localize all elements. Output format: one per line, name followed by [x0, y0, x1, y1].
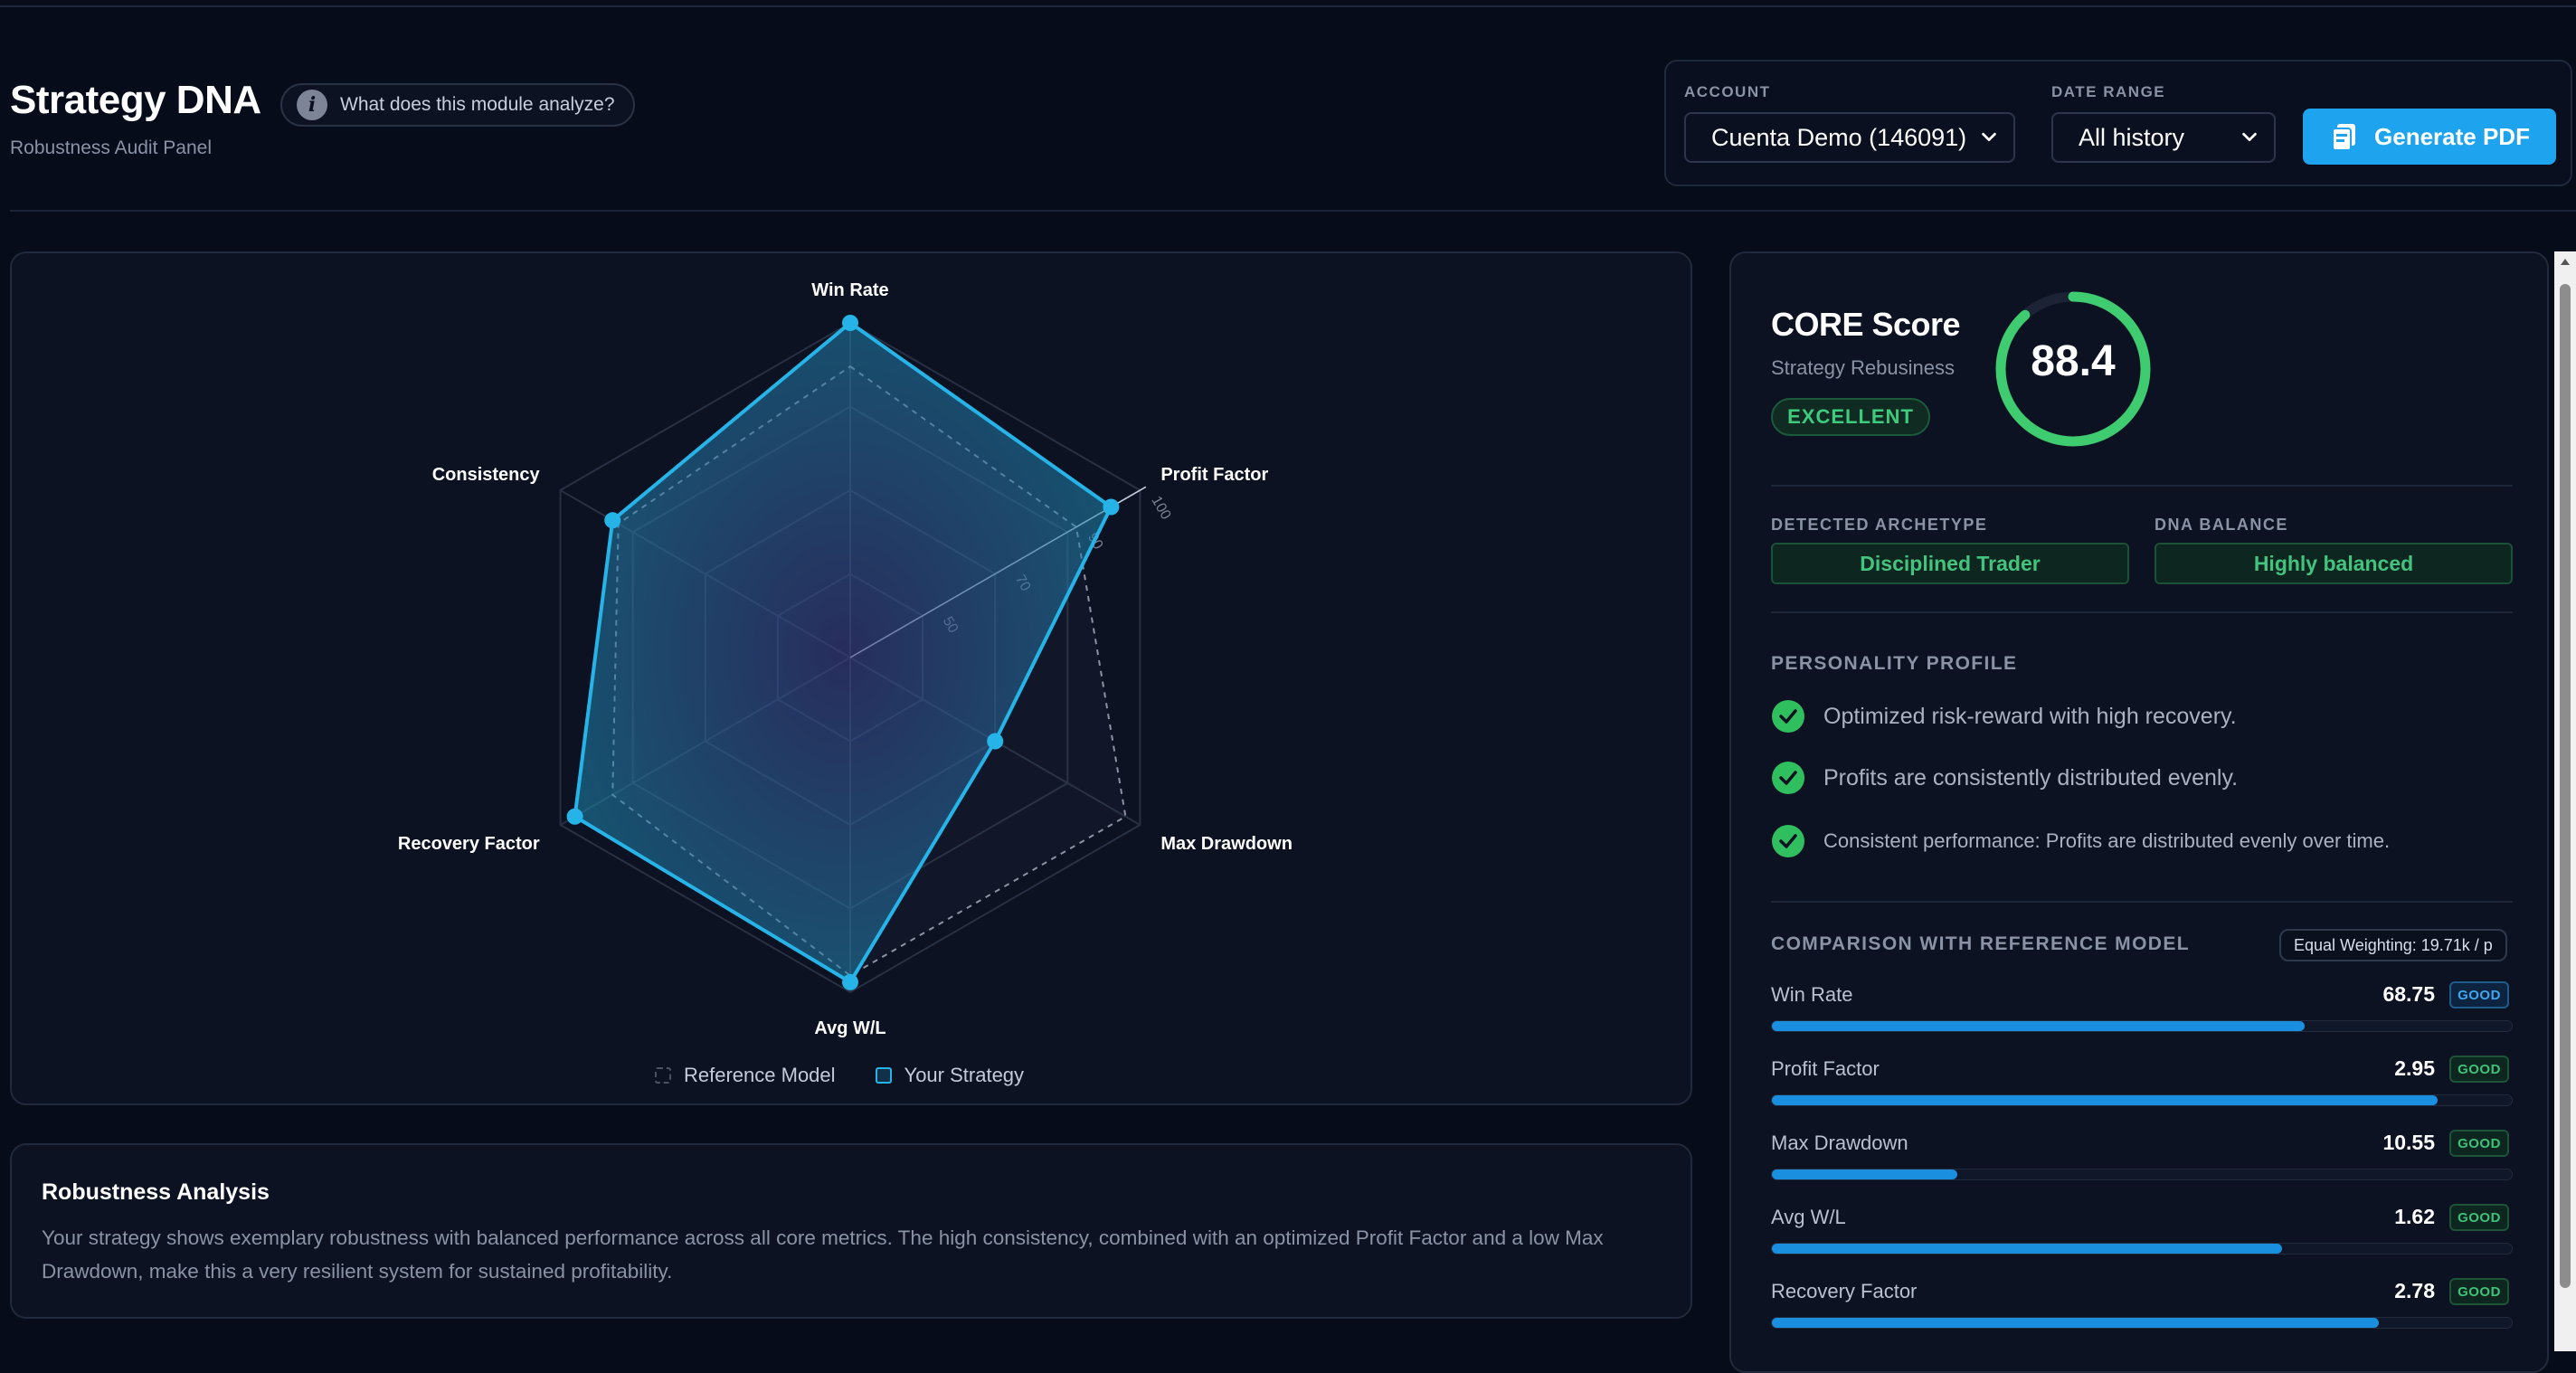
legend-label-reference: Reference Model	[684, 1064, 836, 1086]
metric-bar-fill	[1772, 1244, 2283, 1254]
strategy-point	[842, 973, 858, 990]
info-button-label: What does this module analyze?	[340, 94, 615, 115]
personality-profile-title: PERSONALITY PROFILE	[1771, 653, 2018, 674]
metric-bar	[1771, 1020, 2513, 1032]
radar-axis-label: Profit Factor	[1160, 465, 1268, 485]
metric-label: Win Rate	[1771, 983, 1853, 1006]
weighting-pill[interactable]: Equal Weighting: 19.71k / p	[2279, 929, 2507, 961]
archetype-value: Disciplined Trader	[1771, 543, 2129, 584]
metric-status-badge: GOOD	[2449, 1056, 2509, 1083]
radar-axis-label: Win Rate	[811, 280, 888, 300]
score-rating-badge: EXCELLENT	[1771, 398, 1930, 436]
radar-tick-label: 100	[1148, 494, 1173, 523]
date-range-select-value: All history	[2079, 123, 2185, 151]
divider	[1771, 901, 2513, 903]
metric-bar-fill	[1772, 1095, 2439, 1105]
page-subtitle: Robustness Audit Panel	[10, 137, 212, 158]
date-range-select[interactable]: All history	[2051, 112, 2276, 163]
radar-axis-label: Recovery Factor	[398, 834, 540, 854]
score-gauge	[1995, 291, 2151, 447]
radar-axis-label: Avg W/L	[814, 1018, 886, 1038]
metric-label: Recovery Factor	[1771, 1280, 1918, 1302]
metric-bar	[1771, 1317, 2513, 1329]
scrollbar[interactable]	[2554, 251, 2576, 1351]
metric-bar-fill	[1772, 1318, 2379, 1328]
legend-label-strategy: Your Strategy	[904, 1064, 1025, 1086]
chevron-down-icon	[2242, 132, 2257, 142]
divider	[1771, 611, 2513, 613]
metric-value: 2.95	[2394, 1056, 2435, 1080]
info-icon: i	[297, 90, 327, 120]
scroll-up-arrow-icon[interactable]	[2558, 255, 2572, 270]
date-range-label: DATE RANGE	[2051, 83, 2166, 100]
metric-status-badge: GOOD	[2449, 1130, 2509, 1157]
check-circle-icon	[1772, 700, 1804, 733]
personality-item-text: Profits are consistently distributed eve…	[1823, 764, 2239, 791]
strategy-point	[566, 808, 583, 825]
personality-item-text: Consistent performance: Profits are dist…	[1823, 829, 2391, 852]
metric-value: 10.55	[2382, 1131, 2435, 1154]
strategy-point	[842, 315, 858, 331]
strategy-point	[987, 733, 1004, 750]
personality-item: Optimized risk-reward with high recovery…	[1771, 699, 2237, 734]
page-title: Strategy DNA	[10, 78, 261, 122]
metric-label: Profit Factor	[1771, 1057, 1880, 1080]
personality-item: Profits are consistently distributed eve…	[1771, 761, 2238, 795]
top-border	[0, 5, 2576, 7]
metric-value: 1.62	[2394, 1205, 2435, 1228]
generate-pdf-label: Generate PDF	[2374, 122, 2530, 150]
strategy-point	[1103, 498, 1120, 516]
scrollbar-thumb[interactable]	[2560, 284, 2571, 1288]
metric-bar	[1771, 1094, 2513, 1106]
core-score-subtitle: Strategy Rebusiness	[1771, 356, 1955, 379]
personality-item: Consistent performance: Profits are dist…	[1771, 824, 2390, 858]
strategy-area	[573, 321, 1113, 984]
personality-item-text: Optimized risk-reward with high recovery…	[1823, 703, 2237, 729]
chart-legend: Reference Model Your Strategy	[655, 1064, 1024, 1087]
robustness-analysis-panel	[10, 1143, 1692, 1319]
legend-swatch-reference	[655, 1067, 671, 1084]
header-divider	[10, 210, 2576, 212]
strategy-point	[604, 512, 621, 529]
archetype-label: DETECTED ARCHETYPE	[1771, 516, 1988, 534]
pdf-file-icon	[2332, 124, 2356, 151]
info-button[interactable]: i What does this module analyze?	[280, 83, 635, 127]
metric-status-badge: GOOD	[2449, 1278, 2509, 1305]
account-select[interactable]: Cuenta Demo (146091)	[1684, 112, 2015, 163]
check-circle-icon	[1772, 762, 1804, 794]
metric-status-badge: GOOD	[2449, 1204, 2509, 1231]
metric-value: 68.75	[2382, 982, 2435, 1006]
core-score-title: CORE Score	[1771, 306, 1961, 343]
dna-balance-label: DNA BALANCE	[2155, 516, 2288, 534]
comparison-title: COMPARISON WITH REFERENCE MODEL	[1771, 933, 2191, 954]
divider	[1771, 485, 2513, 487]
radar-axis-label: Consistency	[432, 465, 541, 485]
legend-swatch-strategy	[875, 1067, 892, 1084]
metric-label: Avg W/L	[1771, 1206, 1846, 1228]
score-side-panel	[1729, 251, 2549, 1373]
check-circle-icon	[1772, 825, 1804, 857]
metric-bar	[1771, 1169, 2513, 1180]
generate-pdf-button[interactable]: Generate PDF	[2303, 109, 2556, 165]
account-select-value: Cuenta Demo (146091)	[1711, 123, 1967, 151]
metric-bar-fill	[1772, 1021, 2305, 1031]
metric-label: Max Drawdown	[1771, 1132, 1908, 1154]
dna-balance-value: Highly balanced	[2155, 543, 2513, 584]
radar-axis-label: Max Drawdown	[1160, 834, 1293, 854]
metric-status-badge: GOOD	[2449, 981, 2509, 1008]
core-score-value: 88.4	[2031, 337, 2116, 385]
legend-your-strategy[interactable]: Your Strategy	[875, 1064, 1025, 1087]
metric-bar	[1771, 1243, 2513, 1255]
analysis-text: Your strategy shows exemplary robustness…	[42, 1226, 1604, 1283]
chevron-down-icon	[1982, 132, 1996, 142]
analysis-title: Robustness Analysis	[42, 1179, 270, 1205]
gauge-arc	[1995, 291, 2151, 447]
legend-reference-model[interactable]: Reference Model	[655, 1064, 836, 1087]
metric-bar-fill	[1772, 1169, 1957, 1179]
metric-value: 2.78	[2394, 1279, 2435, 1302]
account-label: ACCOUNT	[1684, 83, 1771, 100]
